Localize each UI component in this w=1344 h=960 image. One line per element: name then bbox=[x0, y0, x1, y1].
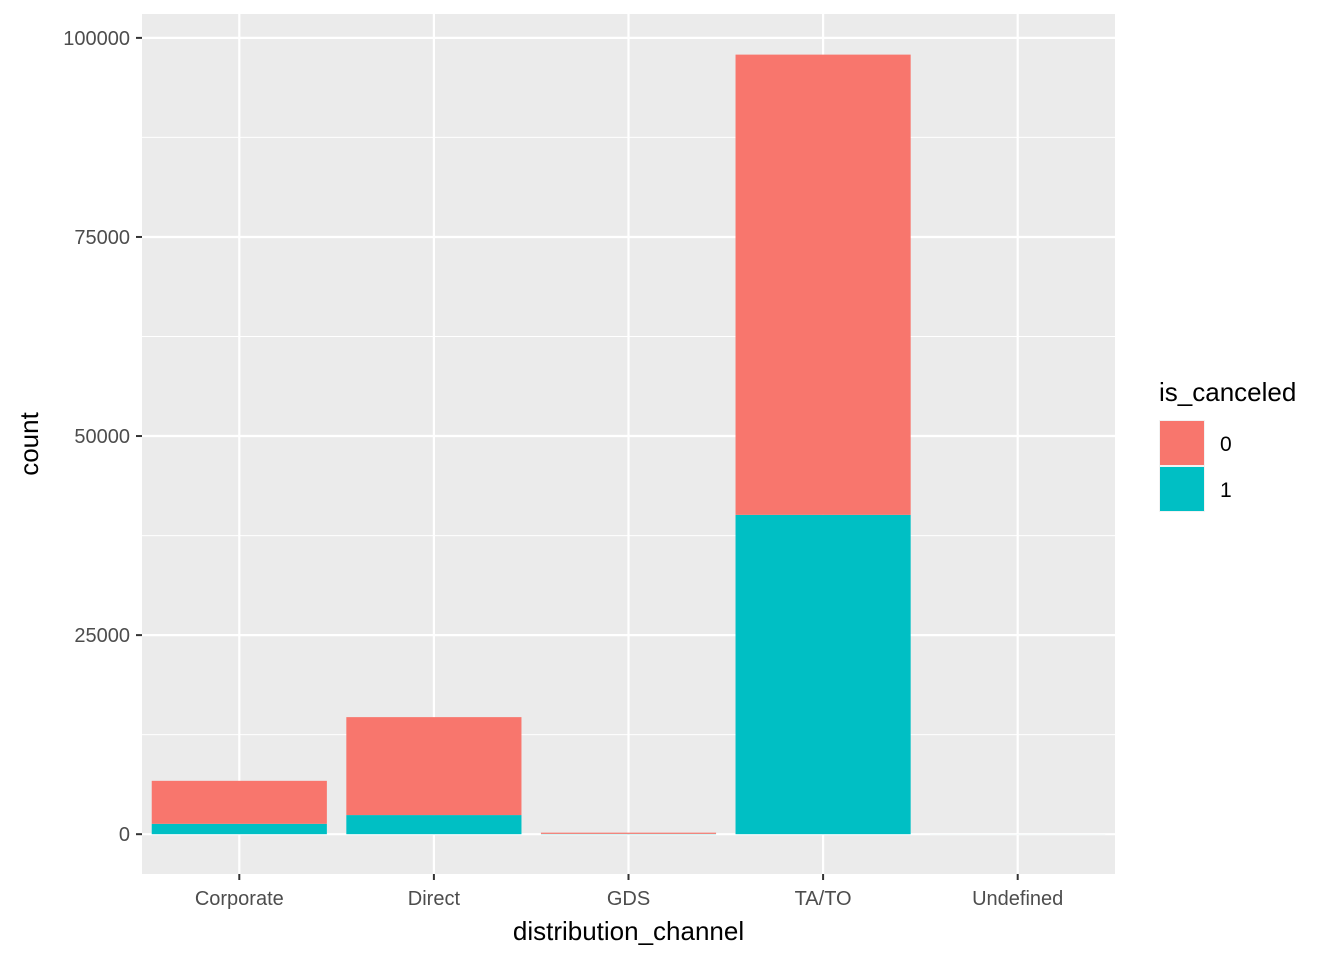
legend-title: is_canceled bbox=[1159, 377, 1296, 407]
legend-swatch-1 bbox=[1160, 467, 1204, 511]
y-tick-label: 0 bbox=[119, 824, 130, 846]
legend-swatch-0 bbox=[1160, 421, 1204, 465]
bar-ta-to-series-1 bbox=[735, 514, 911, 835]
bar-gds-series-0 bbox=[540, 832, 717, 834]
x-tick-label: Direct bbox=[408, 888, 461, 910]
y-tick-label: 25000 bbox=[74, 625, 130, 647]
y-tick-label: 75000 bbox=[74, 227, 130, 249]
legend-label-0: 0 bbox=[1220, 433, 1232, 456]
y-tick-label: 50000 bbox=[74, 426, 130, 448]
y-tick-label: 100000 bbox=[63, 28, 130, 50]
y-axis: 0 25000 50000 75000 100000 bbox=[63, 28, 142, 846]
bar-direct-series-0 bbox=[346, 717, 522, 816]
bar-ta-to-series-0 bbox=[735, 54, 911, 515]
x-tick-label: Undefined bbox=[972, 888, 1063, 910]
bar-corporate-series-0 bbox=[151, 780, 327, 824]
y-axis-title: count bbox=[14, 411, 44, 475]
x-tick-label: Corporate bbox=[195, 888, 284, 910]
bars bbox=[151, 54, 1106, 835]
legend-label-1: 1 bbox=[1220, 479, 1232, 502]
legend: is_canceled 0 1 bbox=[1159, 377, 1296, 512]
x-tick-label: TA/TO bbox=[795, 888, 852, 910]
x-axis-title: distribution_channel bbox=[513, 916, 744, 946]
bar-corporate-series-1 bbox=[151, 823, 327, 835]
bar-direct-series-1 bbox=[346, 815, 522, 835]
x-tick-label: GDS bbox=[607, 888, 650, 910]
x-axis: Corporate Direct GDS TA/TO Undefined bbox=[195, 874, 1063, 910]
